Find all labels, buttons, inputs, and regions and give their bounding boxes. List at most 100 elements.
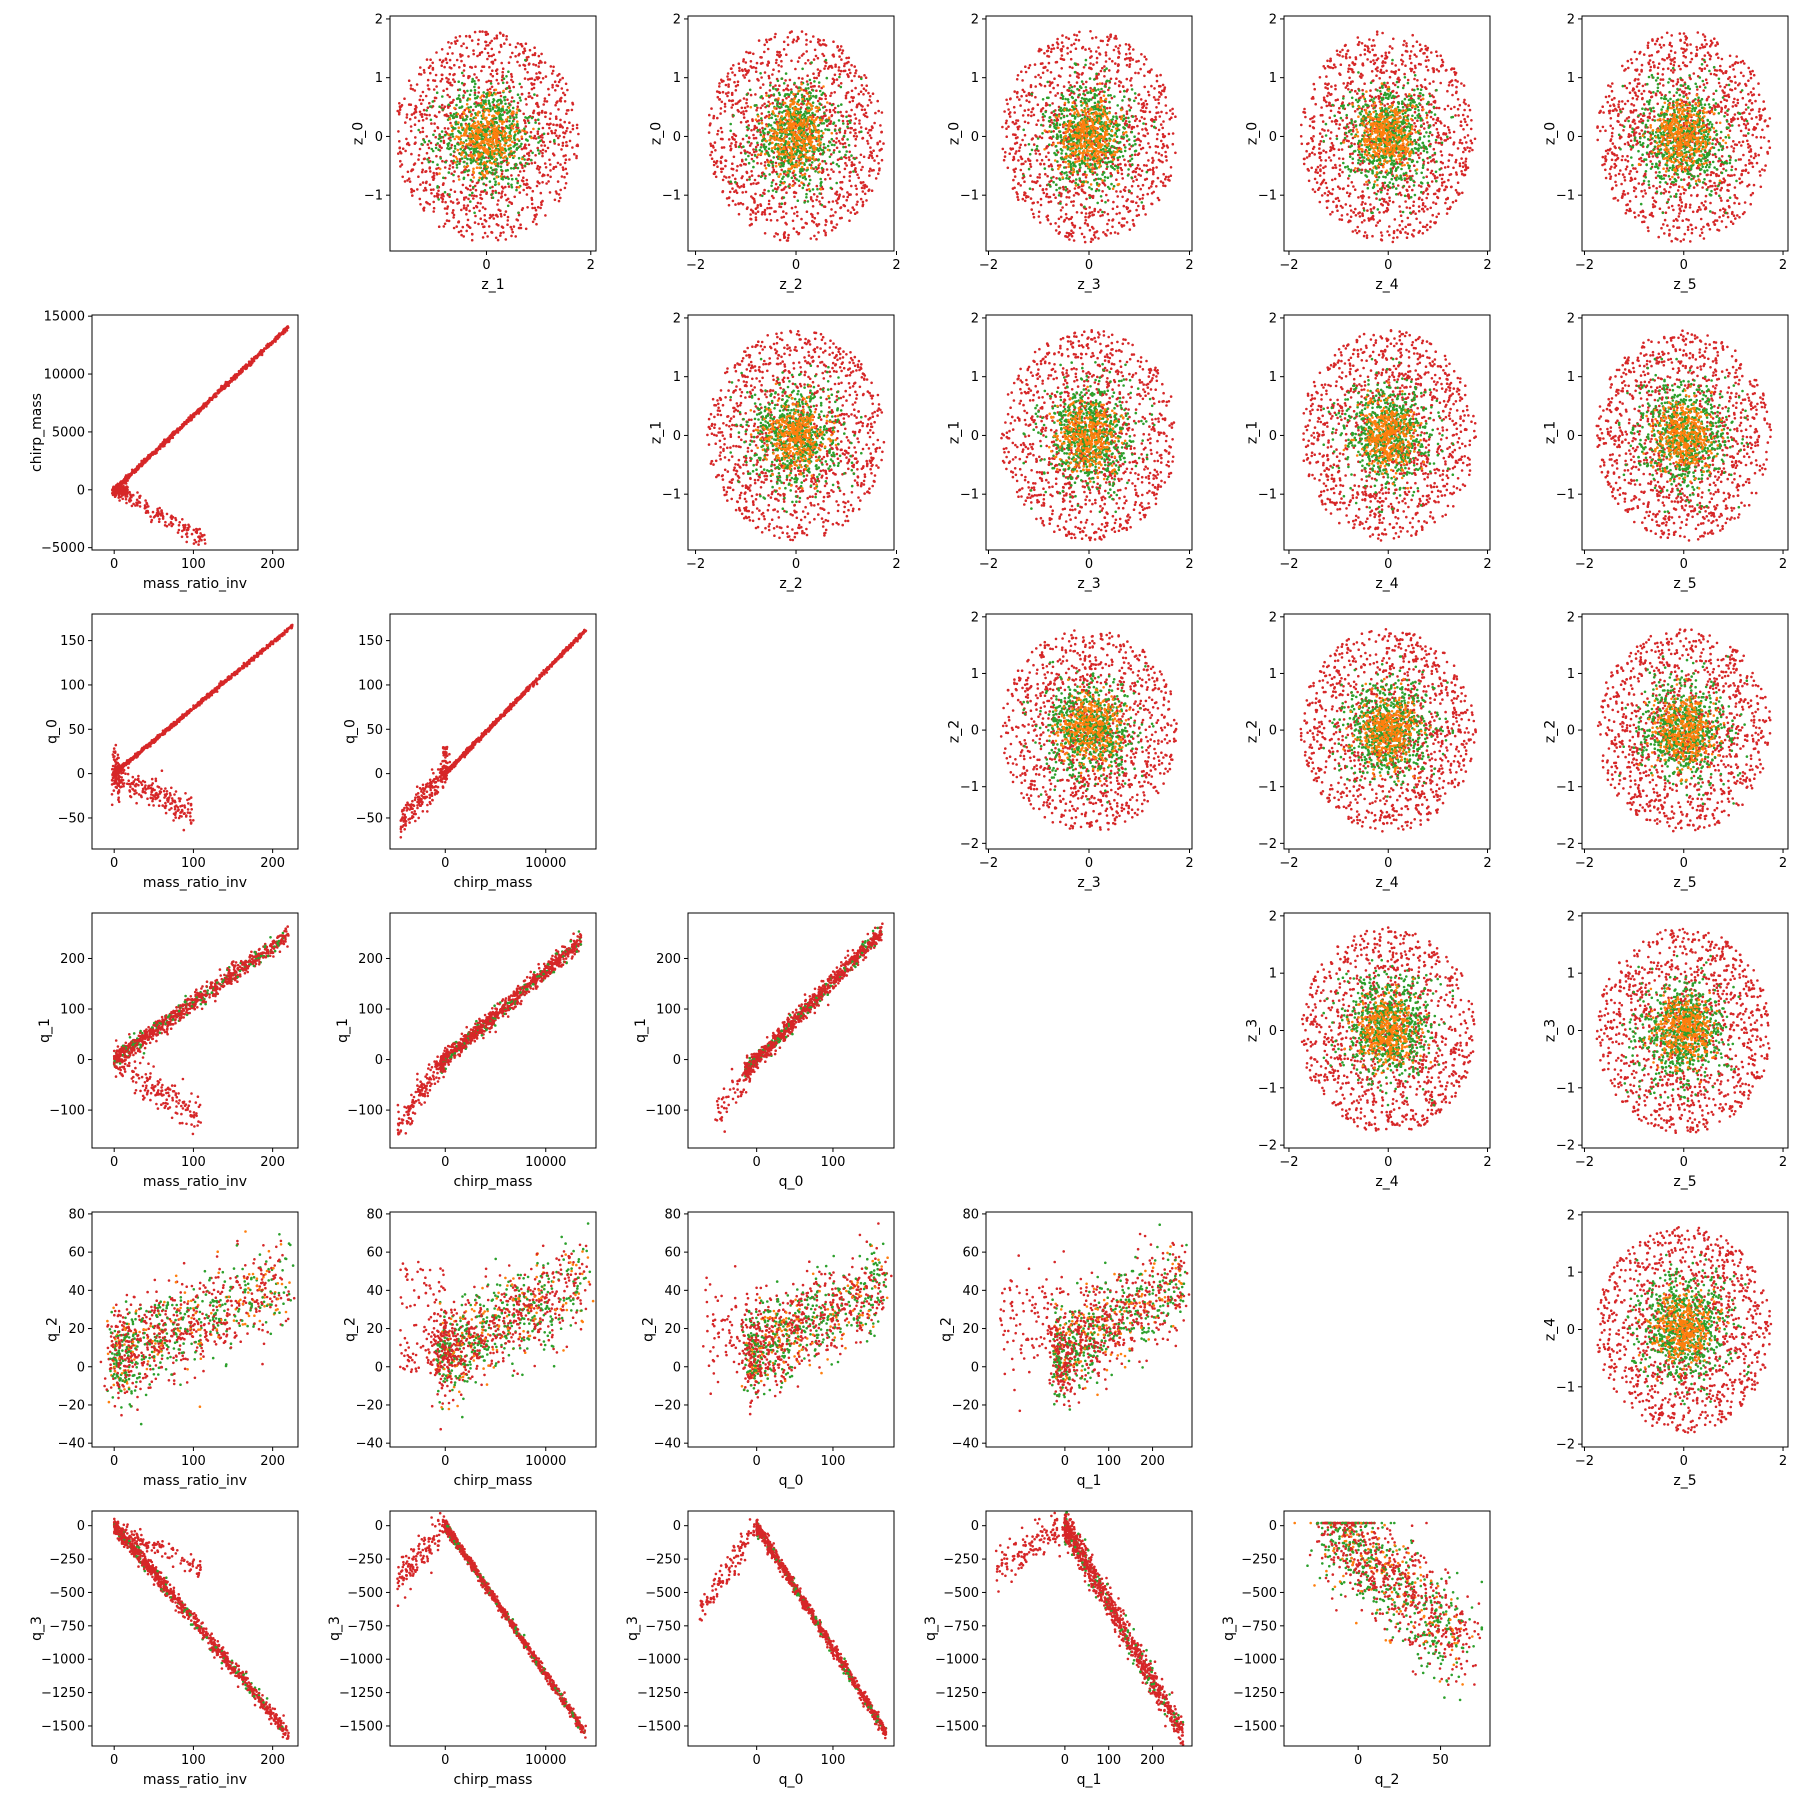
data-point: [805, 91, 809, 95]
data-point: [465, 212, 468, 216]
data-point: [819, 152, 822, 156]
data-point: [1144, 122, 1148, 126]
data-point: [1105, 193, 1108, 197]
data-point: [759, 203, 762, 206]
data-point: [464, 196, 468, 199]
data-point: [507, 177, 510, 181]
data-point: [500, 195, 504, 198]
data-point: [774, 131, 777, 135]
data-point: [1117, 221, 1121, 225]
data-point: [504, 176, 508, 180]
data-point: [839, 45, 843, 48]
data-point: [562, 168, 565, 172]
data-point: [556, 180, 560, 183]
data-point: [495, 111, 498, 115]
data-point: [803, 201, 806, 204]
data-point: [780, 216, 783, 219]
data-point: [487, 54, 491, 58]
data-point: [1047, 200, 1051, 204]
data-point: [525, 103, 528, 106]
data-point: [1065, 36, 1068, 39]
data-point: [745, 93, 749, 96]
data-point: [848, 121, 852, 124]
data-point: [483, 225, 486, 228]
data-point: [1001, 147, 1005, 151]
data-point: [462, 94, 465, 97]
data-point: [483, 189, 487, 192]
data-point: [804, 155, 807, 159]
data-point: [878, 169, 881, 172]
data-point: [790, 59, 793, 63]
data-point: [481, 236, 485, 239]
data-point: [413, 162, 417, 165]
data-point: [519, 43, 522, 46]
data-point: [850, 161, 854, 164]
data-point: [800, 131, 803, 135]
data-point: [805, 43, 808, 46]
data-point: [846, 138, 849, 141]
data-point: [767, 60, 770, 63]
data-point: [826, 148, 830, 152]
data-point: [528, 62, 531, 65]
data-point: [430, 192, 433, 195]
data-point: [1046, 218, 1050, 222]
data-point: [1120, 172, 1124, 176]
data-point: [814, 127, 817, 131]
data-point: [826, 144, 830, 148]
data-point: [838, 130, 842, 134]
data-point: [427, 66, 431, 69]
data-point: [515, 129, 519, 133]
data-point: [482, 113, 485, 117]
data-point: [490, 85, 494, 89]
data-point: [853, 74, 856, 78]
data-point: [425, 109, 429, 112]
data-point: [752, 137, 756, 140]
data-point: [1068, 238, 1071, 241]
data-point: [808, 95, 811, 98]
data-point: [497, 111, 501, 114]
data-point: [490, 39, 494, 43]
data-point: [830, 131, 834, 135]
data-point: [831, 214, 835, 217]
data-point: [740, 185, 743, 188]
data-point: [444, 160, 448, 164]
data-point: [1156, 176, 1160, 180]
data-point: [773, 129, 776, 133]
data-point: [716, 165, 719, 168]
data-point: [811, 101, 815, 104]
data-point: [778, 145, 781, 149]
data-point: [474, 65, 477, 68]
data-point: [1038, 135, 1042, 138]
data-point: [501, 190, 504, 193]
data-point: [720, 130, 724, 134]
data-point: [856, 200, 859, 204]
data-point: [880, 130, 883, 134]
data-point: [804, 134, 807, 138]
data-point: [781, 111, 784, 114]
data-point: [417, 158, 420, 161]
data-point: [771, 101, 774, 105]
data-point: [1152, 170, 1155, 174]
data-point: [460, 191, 463, 194]
data-point: [475, 204, 478, 208]
data-point: [1046, 49, 1050, 53]
data-point: [1133, 153, 1137, 156]
data-point: [759, 131, 762, 134]
data-point: [432, 79, 435, 82]
data-point: [1069, 50, 1072, 54]
data-point: [789, 103, 792, 106]
data-point: [1111, 218, 1115, 221]
data-point: [504, 210, 508, 213]
data-point: [818, 192, 821, 195]
data-point: [785, 112, 788, 116]
data-point: [781, 152, 784, 156]
data-point: [494, 180, 497, 183]
data-point: [520, 147, 524, 151]
data-point: [1011, 120, 1015, 124]
data-point: [533, 52, 537, 55]
data-point: [477, 145, 480, 149]
data-point: [1139, 109, 1143, 112]
data-point: [526, 139, 529, 142]
data-point: [858, 161, 861, 164]
data-point: [773, 187, 777, 190]
